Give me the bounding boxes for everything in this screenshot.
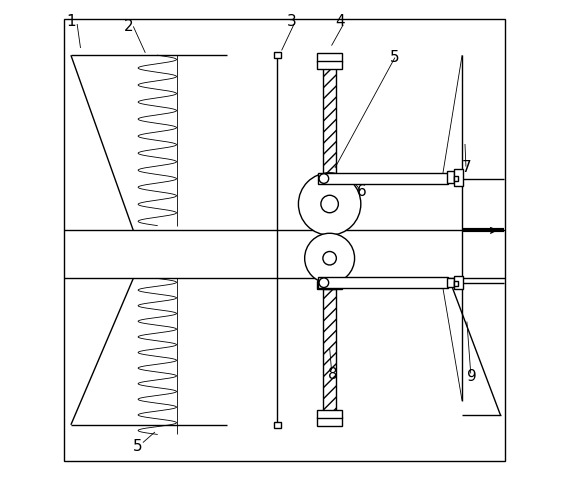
Circle shape (304, 233, 354, 283)
Bar (317, 220, 342, 228)
Text: 7: 7 (462, 160, 472, 176)
Text: 1: 1 (66, 14, 76, 29)
Text: 4: 4 (335, 14, 344, 29)
Bar (447, 171, 455, 183)
Bar (318, 277, 448, 288)
Bar (317, 410, 342, 418)
Bar (447, 278, 455, 287)
Bar (323, 65, 336, 219)
Circle shape (321, 195, 339, 213)
Circle shape (323, 252, 336, 265)
Bar (323, 289, 336, 415)
Text: 5: 5 (133, 439, 143, 454)
Text: 9: 9 (467, 369, 477, 384)
Text: 8: 8 (328, 367, 337, 382)
Bar (317, 53, 342, 62)
Bar (317, 61, 342, 69)
Bar (455, 169, 463, 186)
Bar (455, 176, 458, 181)
Bar (317, 417, 342, 426)
Circle shape (319, 278, 329, 288)
Bar (455, 276, 463, 289)
Circle shape (319, 174, 329, 183)
Text: 6: 6 (356, 184, 366, 200)
Bar (274, 422, 281, 428)
Circle shape (298, 173, 361, 235)
Bar (317, 281, 342, 289)
Bar (455, 281, 458, 286)
Bar (318, 173, 448, 184)
Text: 5: 5 (390, 50, 399, 65)
Text: 2: 2 (123, 19, 133, 34)
Text: 3: 3 (287, 14, 296, 29)
Bar (274, 52, 281, 58)
